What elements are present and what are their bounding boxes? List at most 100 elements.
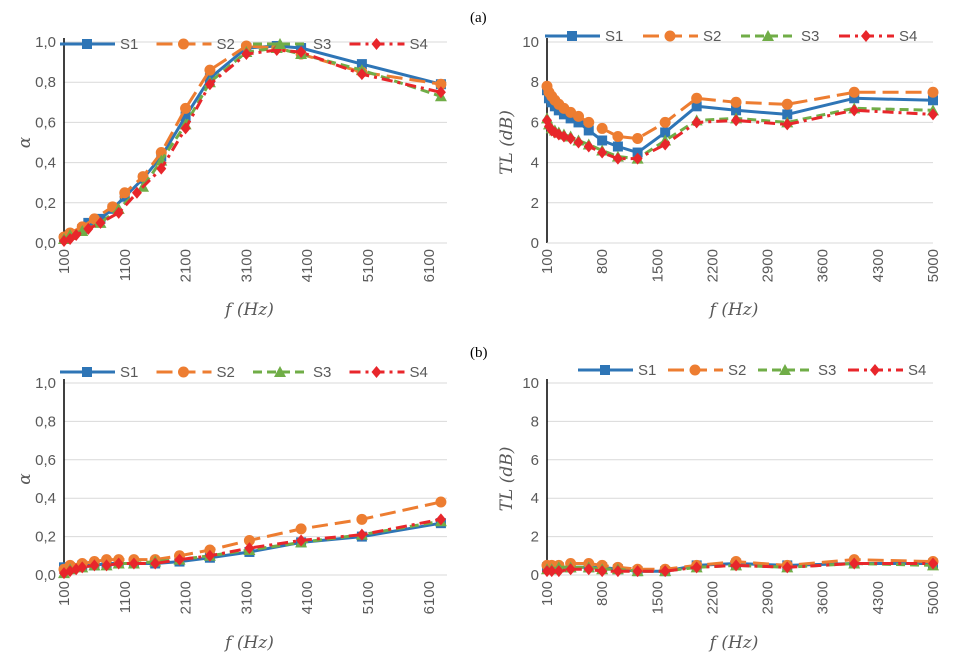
data-point-S4: [356, 68, 367, 81]
y-tick-label: 8: [531, 74, 539, 91]
data-point-S1: [612, 141, 623, 152]
x-tick-label: 2100: [178, 249, 195, 282]
data-point-S4: [731, 559, 742, 572]
legend-label-S3: S3: [313, 364, 331, 381]
y-tick-label: 0,0: [35, 567, 56, 584]
legend-marker-S1: [82, 39, 92, 49]
data-point-S4: [83, 222, 94, 235]
legend-marker-S2: [178, 38, 189, 50]
legend-marker-S3: [274, 38, 286, 49]
x-tick-label: 5100: [360, 249, 377, 282]
data-point-S1: [632, 147, 643, 158]
y-tick-label: 0,8: [35, 74, 56, 91]
data-point-S4: [180, 122, 191, 135]
legend-marker-S3: [274, 366, 286, 377]
data-point-S4: [113, 206, 124, 219]
data-point-S2: [596, 122, 608, 134]
x-tick-label: 3100: [238, 249, 255, 282]
data-point-S1: [558, 109, 569, 120]
x-tick-label: 100: [56, 581, 73, 606]
legend-label-S1: S1: [120, 36, 138, 53]
x-tick-label: 5000: [925, 581, 942, 614]
legend-marker-S3: [779, 364, 791, 375]
data-point-S2: [356, 513, 368, 525]
data-point-S2: [295, 523, 307, 535]
legend-label-S2: S2: [217, 36, 235, 53]
data-point-S4: [204, 549, 215, 562]
data-point-S1: [597, 135, 608, 146]
legend: S1 S2 S3 S4: [578, 362, 926, 379]
data-point-S4: [612, 565, 623, 578]
x-tick-label: 4100: [299, 249, 316, 282]
data-point-S4: [77, 561, 88, 574]
data-point-S2: [583, 116, 595, 128]
chart-a-tl: 0 2 4 6 8 10 100 800 1500 2200 2900 3600 4300 5000 f (…: [497, 28, 942, 320]
data-point-S2: [730, 96, 742, 108]
data-point-S4: [691, 561, 702, 574]
data-point-S1: [731, 105, 742, 116]
data-point-S4: [241, 48, 252, 61]
legend-label-S3: S3: [313, 36, 331, 53]
y-axis-title: TL (dB): [497, 110, 517, 175]
data-point-S4: [204, 78, 215, 91]
x-tick-label: 800: [594, 581, 611, 606]
x-tick-label: 1500: [649, 249, 666, 282]
data-point-S1: [573, 117, 584, 128]
x-tick-label: 2200: [704, 249, 721, 282]
data-point-S4: [597, 565, 608, 578]
legend-marker-S4: [371, 366, 382, 378]
data-point-S2: [119, 187, 131, 199]
data-point-S2: [848, 86, 860, 98]
y-axis-title: α: [15, 136, 35, 148]
x-tick-label: 800: [594, 249, 611, 274]
data-point-S4: [612, 152, 623, 165]
data-point-S2: [691, 92, 703, 104]
x-tick-label: 2100: [178, 581, 195, 614]
data-point-S2: [204, 64, 216, 76]
x-tick-label: 6100: [421, 581, 438, 614]
data-point-S4: [583, 563, 594, 576]
data-point-S4: [553, 565, 564, 578]
legend-label-S3: S3: [801, 28, 819, 45]
data-point-S2: [632, 132, 644, 144]
legend: S1 S2 S3 S4: [545, 28, 917, 45]
series-S4: [542, 557, 938, 578]
y-tick-label: 0,0: [35, 235, 56, 252]
data-point-S2: [781, 98, 793, 110]
legend-marker-S1: [567, 31, 577, 41]
x-tick-label: 2200: [704, 581, 721, 614]
x-tick-label: 1100: [117, 581, 134, 613]
data-point-S4: [731, 114, 742, 127]
data-point-S1: [691, 101, 702, 112]
data-point-S4: [782, 118, 793, 131]
data-point-S4: [660, 138, 671, 151]
y-tick-label: 1,0: [35, 34, 56, 51]
x-tick-label: 2900: [760, 581, 777, 614]
data-point-S4: [928, 108, 938, 121]
data-point-S4: [95, 216, 106, 229]
data-point-S4: [597, 146, 608, 159]
x-tick-label: 3600: [815, 581, 832, 614]
data-point-S4: [156, 162, 167, 175]
legend-label-S2: S2: [217, 364, 235, 381]
data-point-S4: [435, 513, 446, 526]
series-S4: [59, 513, 446, 580]
data-point-S2: [137, 171, 149, 183]
legend-label-S4: S4: [410, 36, 428, 53]
data-point-S4: [849, 104, 860, 117]
legend-marker-S3: [762, 30, 774, 41]
y-axis-title: TL (dB): [497, 447, 517, 512]
x-axis-title: f (Hz): [708, 633, 759, 653]
x-tick-label: 1100: [117, 249, 134, 281]
x-tick-label: 3600: [815, 249, 832, 282]
y-tick-label: 0,6: [35, 452, 56, 469]
y-tick-label: 0: [531, 235, 539, 252]
data-point-S4: [782, 561, 793, 574]
y-tick-label: 4: [531, 490, 539, 507]
data-point-S2: [435, 496, 447, 508]
data-point-S1: [583, 125, 594, 136]
legend-marker-S2: [664, 30, 676, 42]
data-point-S4: [150, 557, 161, 570]
y-tick-label: 6: [531, 114, 539, 131]
